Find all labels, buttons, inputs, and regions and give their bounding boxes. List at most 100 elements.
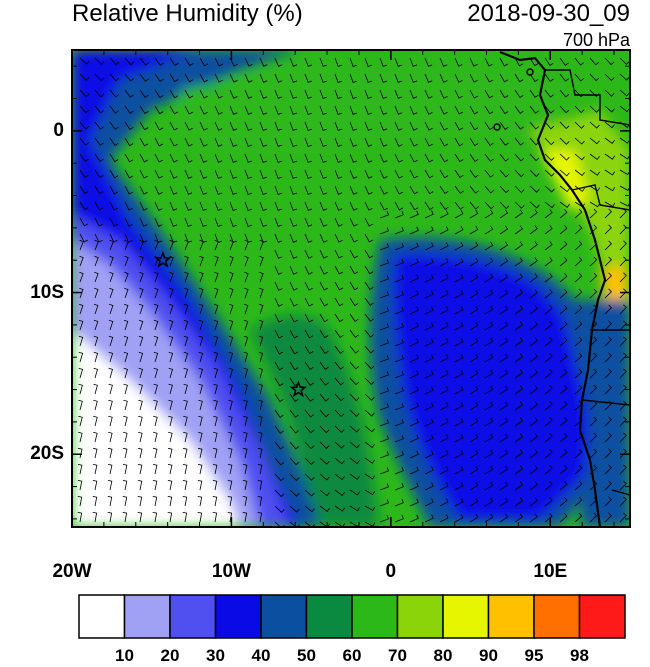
wind-barb [589, 352, 598, 363]
wind-barb [439, 514, 449, 523]
wind-barb [454, 418, 464, 427]
wind-barb [304, 249, 313, 259]
wind-barb [514, 73, 524, 83]
wind-barb [469, 369, 479, 379]
wind-barb [304, 425, 315, 434]
wind-barb [258, 399, 263, 411]
wind-barb [289, 521, 300, 527]
wind-barb [604, 185, 616, 192]
wind-barb [349, 121, 358, 131]
wind-barb [574, 272, 583, 283]
wind-barb [93, 335, 99, 347]
wind-barb [589, 288, 598, 299]
wind-barb [574, 512, 583, 523]
wind-barb [153, 431, 158, 443]
wind-barb [604, 384, 612, 395]
wind-barb [169, 185, 178, 195]
wind-barb [78, 367, 83, 379]
wind-barb [619, 384, 627, 395]
wind-barb [289, 121, 298, 131]
wind-barb [514, 169, 525, 178]
wind-barb [454, 514, 464, 523]
wind-barb [484, 353, 494, 363]
wind-barb [409, 466, 419, 475]
colorbar-swatch [260, 594, 308, 639]
wind-barb [619, 57, 630, 65]
datetime-label: 2018-09-30_09 [467, 0, 630, 27]
wind-barb [439, 322, 449, 331]
wind-barb [439, 137, 448, 147]
wind-barb [274, 201, 283, 211]
wind-barb [244, 89, 253, 99]
colorbar-swatch [123, 594, 171, 639]
wind-barb [259, 105, 268, 115]
wind-barb [154, 89, 164, 99]
x-tick-label: 10W [211, 561, 251, 582]
wind-barb [409, 386, 419, 395]
wind-barb [242, 480, 248, 491]
wind-barb [484, 241, 494, 251]
wind-barb [379, 482, 390, 491]
wind-barb [574, 256, 583, 267]
wind-barb [364, 201, 373, 211]
wind-barb [499, 169, 510, 178]
island [493, 123, 501, 131]
wind-barb [364, 313, 374, 322]
wind-barb [319, 121, 327, 132]
wind-barb [94, 73, 105, 82]
wind-barb [454, 466, 464, 475]
wind-barb [559, 201, 570, 208]
wind-barb [514, 137, 524, 146]
wind-barb [529, 385, 538, 395]
wind-barb [469, 465, 479, 475]
wind-barb [319, 489, 330, 497]
wind-barb [229, 217, 237, 228]
wind-barb [244, 217, 252, 228]
wind-barb [259, 121, 268, 131]
wind-barb [94, 287, 99, 299]
y-tick-label: 0 [53, 119, 64, 141]
wind-barb [349, 185, 358, 195]
wind-barb [364, 57, 372, 68]
wind-barb [439, 201, 449, 210]
wind-barb [574, 304, 583, 315]
wind-barb [574, 224, 583, 235]
wind-barb [439, 434, 449, 443]
wind-barb [454, 137, 464, 147]
wind-barb [242, 512, 248, 523]
colorbar-swatch [396, 594, 444, 639]
wind-barb [469, 225, 479, 235]
wind-barb [469, 137, 479, 147]
wind-barb [243, 367, 248, 379]
wind-barb [379, 89, 388, 99]
wind-barb [108, 351, 114, 363]
wind-barb [409, 137, 418, 147]
wind-barb [454, 306, 464, 315]
wind-barb [589, 201, 601, 208]
wind-barb [529, 449, 538, 459]
wind-barb [484, 305, 494, 315]
wind-barb [409, 322, 419, 331]
wind-barb [394, 73, 403, 83]
wind-barb [184, 239, 189, 251]
wind-barb [544, 353, 553, 363]
wind-barb [619, 288, 627, 299]
wind-barb [544, 185, 555, 193]
wind-barb [544, 305, 553, 315]
wind-barb [92, 480, 98, 491]
wind-barb [529, 73, 539, 83]
x-tick-label: 20W [52, 561, 92, 582]
wind-barb [243, 351, 249, 363]
wind-barb [529, 481, 538, 491]
wind-barb [544, 169, 555, 177]
wind-barb [484, 321, 494, 331]
wind-barb [364, 393, 375, 401]
wind-barb [124, 73, 135, 82]
wind-barb [394, 57, 403, 67]
colorbar [78, 594, 626, 639]
wind-barb [589, 432, 598, 443]
x-tick-label: 0 [385, 561, 397, 582]
wind-barb [168, 367, 173, 379]
wind-barb [469, 257, 479, 267]
wind-barb [409, 185, 419, 195]
